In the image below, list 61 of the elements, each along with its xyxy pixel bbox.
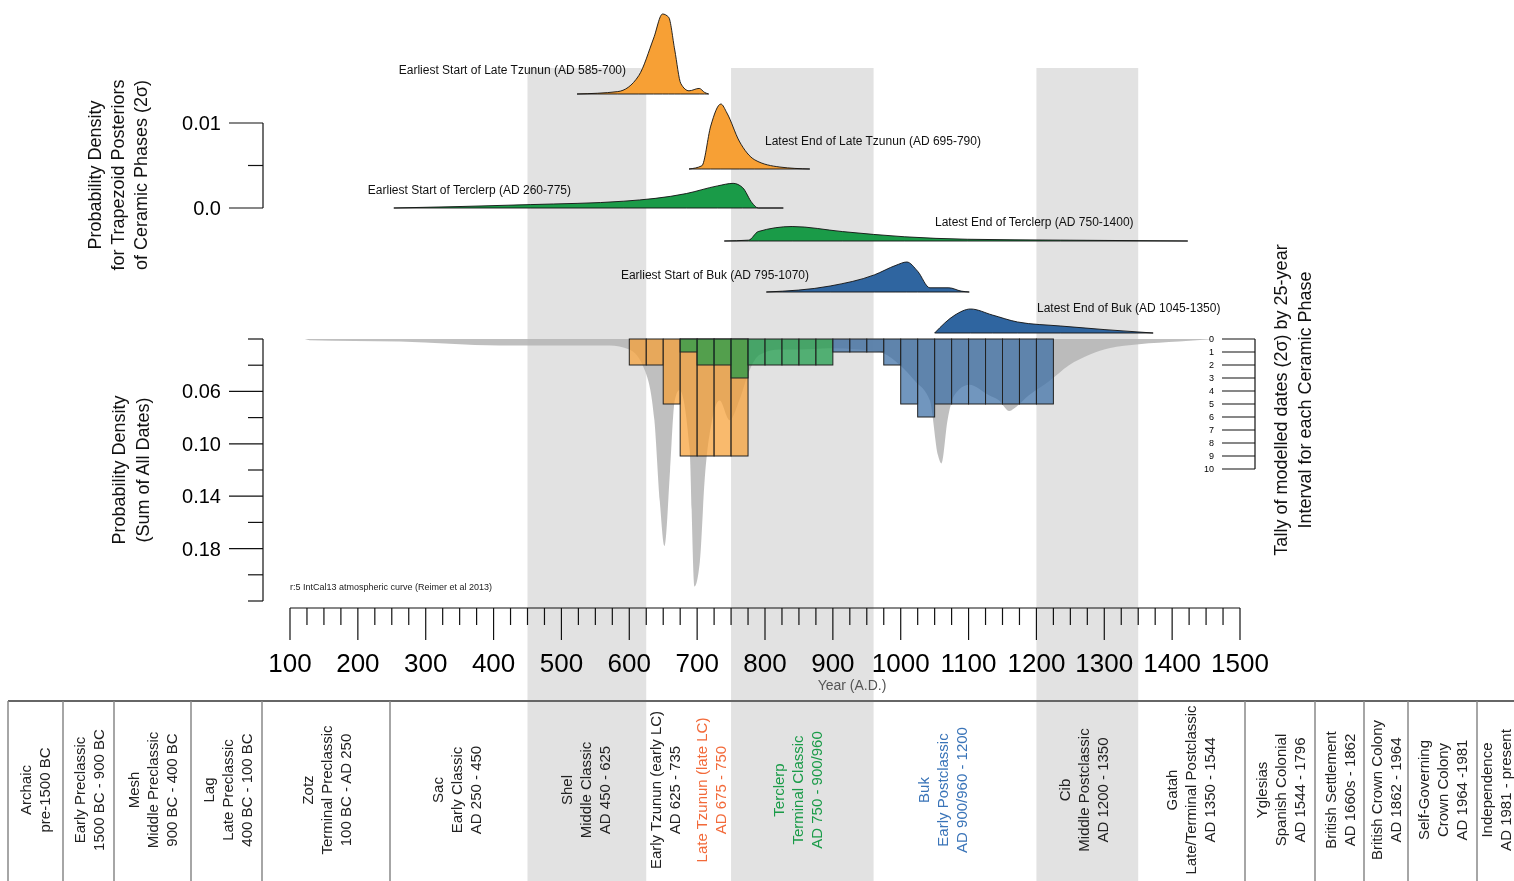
text: Sac Early Classic AD 250 - 450: [428, 745, 484, 835]
text: Cib Middle Postclassic AD 1200 - 1350: [1055, 727, 1111, 852]
text: Buk Early Postclassic AD 900/960 - 1200: [914, 727, 970, 853]
y-tick-label: 0.01: [182, 112, 221, 134]
x-tick-label: 1100: [940, 648, 997, 678]
y2-tick-label: 1: [1208, 347, 1214, 357]
x-tick-label: 900: [811, 648, 855, 678]
y2-tick-label: 0: [1208, 334, 1214, 344]
text: Self-Governing Crown Colony AD 1964 -1981: [1414, 739, 1470, 841]
x-tick-label: 800: [743, 648, 787, 678]
x-axis-title: Year (A.D.): [817, 677, 887, 693]
text: Latest End of Late Tzunun (AD 695-790): [765, 134, 981, 148]
x-tick-label: 400: [471, 648, 516, 678]
x-tick-label: 600: [607, 648, 651, 678]
y2-tick-label: 10: [1203, 464, 1214, 474]
x-tick-label: 500: [539, 648, 584, 678]
text: Earliest Start of Buk (AD 795-1070): [620, 268, 809, 282]
text: Independence AD 1981 - present: [1478, 728, 1514, 851]
text: Earliest Start of Terclerp (AD 260-775): [367, 183, 571, 197]
text: Late Tzunun (late LC) AD 675 - 750: [693, 717, 729, 863]
text: Shel Middle Classic AD 450 - 625: [557, 741, 613, 839]
y-tick-label: 0.10: [182, 432, 221, 455]
y2-tick-label: 8: [1208, 438, 1214, 448]
y-tick-label: 0.14: [182, 485, 221, 508]
y2-tick-label: 4: [1208, 386, 1214, 396]
y2-axis-title: Tally of modelled dates (2σ) by 25-year Interval for each Ceramic Phase: [1271, 244, 1315, 556]
chart-title: Latest End of Buk (AD 1045-1350): [1037, 301, 1221, 315]
text: Mesh Middle Preclassic 900 BC - 400 BC: [124, 731, 180, 849]
x-tick-label: 1300: [1075, 648, 1134, 678]
y-tick-label: 0.18: [182, 537, 221, 560]
text: Archaic pre-1500 BC: [17, 747, 53, 833]
text: Terclerp Terminal Classic AD 750 - 900/960: [769, 731, 825, 849]
x-tick-label: 200: [336, 648, 380, 678]
text: Early Preclassic 1500 BC - 900 BC: [71, 728, 107, 851]
y2-tick-label: 6: [1208, 412, 1214, 422]
x-tick-label: 300: [404, 648, 448, 678]
x-tick-label: 100: [268, 648, 312, 678]
text: British Crown Colony AD 1862 - 1964: [1368, 719, 1404, 861]
y2-tick-label: 3: [1208, 373, 1214, 383]
y2-tick-label: 5: [1208, 399, 1214, 409]
chart-title: Latest End of Terclerp (AD 750-1400): [935, 215, 1134, 229]
y-axis-title: Probability Density for Trapezoid Posteriors of Ceramic Phases (2σ): [85, 79, 151, 271]
x-tick-label: 1500: [1211, 648, 1269, 678]
x-tick-label: 1200: [1007, 648, 1066, 678]
y-tick-label: 0.06: [182, 380, 221, 403]
text: Earliest Start of Late Tzunun (AD 585-700): [398, 63, 626, 77]
text: British Settlement AD 1660s - 1862: [1322, 730, 1358, 849]
text: Yglesias Spanish Colonial AD 1544 - 1796: [1252, 733, 1308, 847]
y-axis-title: Probability Density (Sum of All Dates): [109, 395, 153, 545]
x-tick-label: 1000: [871, 648, 930, 678]
y-tick-label: 0.0: [193, 197, 221, 219]
annotation: r:5 IntCal13 atmospheric curve (Reimer et al 2013): [290, 582, 493, 592]
text: Early Tzunun (early LC) AD 625 - 735: [647, 710, 683, 870]
y2-tick-label: 7: [1208, 425, 1214, 435]
text: Gatah Late/Terminal Postclassic AD 1350 - 1544: [1162, 704, 1218, 875]
x-tick-label: 1400: [1143, 648, 1202, 678]
x-tick-label: 700: [675, 648, 719, 678]
text: Lag Late Preclassic 400 BC - 100 BC: [199, 733, 255, 847]
text: Zotz Terminal Preclassic 100 BC - AD 250: [298, 724, 354, 855]
y2-tick-label: 2: [1208, 360, 1214, 370]
y2-tick-label: 9: [1208, 451, 1214, 461]
